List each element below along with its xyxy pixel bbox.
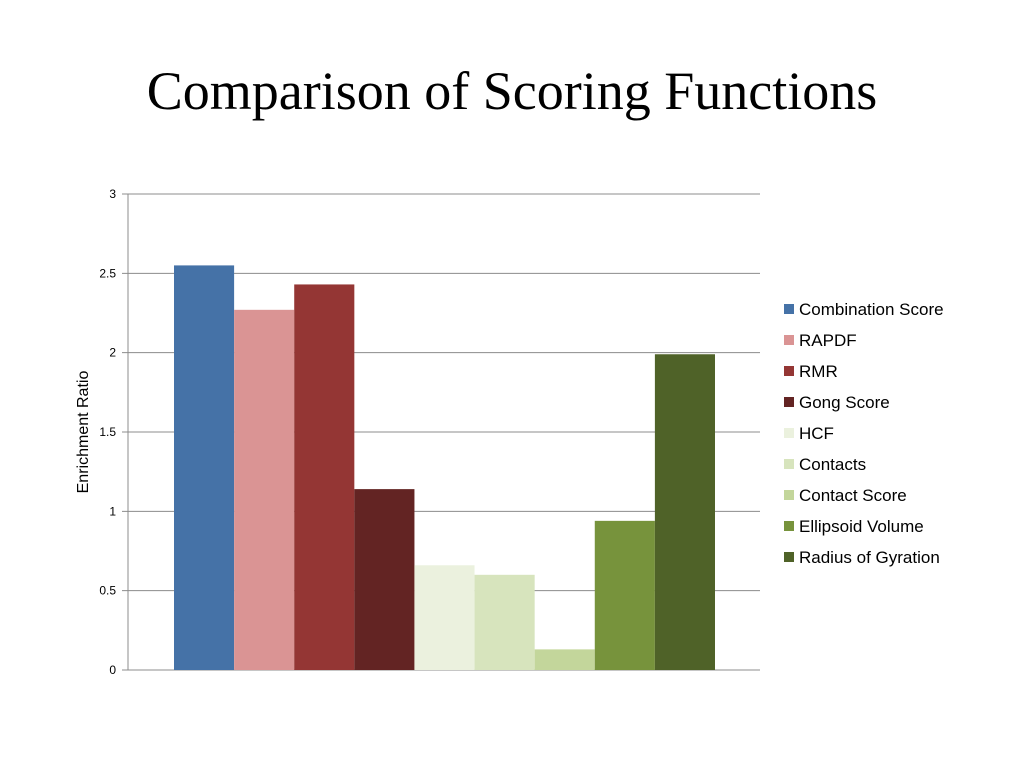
y-axis-label: Enrichment Ratio xyxy=(75,371,92,494)
bar-hcf xyxy=(414,565,475,670)
legend: Combination Score RAPDF RMR Gong Score HCF Co… xyxy=(784,300,944,567)
legend-swatch xyxy=(784,304,794,314)
legend-label: Ellipsoid Volume xyxy=(799,517,924,536)
bar-radius-of-gyration xyxy=(654,354,715,670)
legend-label: Gong Score xyxy=(799,393,890,412)
legend-label: HCF xyxy=(799,424,834,443)
bar-ellipsoid-volume xyxy=(594,520,655,670)
bar-contact-score xyxy=(534,649,595,670)
y-tick-label: 1 xyxy=(109,504,116,518)
y-tick-label: 2.5 xyxy=(99,266,116,280)
legend-swatch xyxy=(784,552,794,562)
bars xyxy=(174,265,715,670)
legend-swatch xyxy=(784,366,794,376)
y-tick-label: 0 xyxy=(109,663,116,677)
legend-swatch xyxy=(784,490,794,500)
y-tick-label: 1.5 xyxy=(99,425,116,439)
legend-swatch xyxy=(784,428,794,438)
y-tick-label: 3 xyxy=(109,187,116,201)
bar-rapdf xyxy=(234,309,295,670)
bar-rmr xyxy=(294,284,355,670)
legend-label: RAPDF xyxy=(799,331,857,350)
bar-gong-score xyxy=(354,489,415,670)
legend-label: Radius of Gyration xyxy=(799,548,940,567)
legend-swatch xyxy=(784,335,794,345)
y-tick-label: 0.5 xyxy=(99,584,116,598)
slide-title: Comparison of Scoring Functions xyxy=(146,61,878,121)
bar-combination-score xyxy=(174,265,235,670)
y-tick-label: 2 xyxy=(109,346,116,360)
legend-label: Contact Score xyxy=(799,486,907,505)
legend-label: Contacts xyxy=(799,455,866,474)
legend-swatch xyxy=(784,521,794,531)
legend-label: Combination Score xyxy=(799,300,944,319)
legend-label: RMR xyxy=(799,362,838,381)
legend-swatch xyxy=(784,459,794,469)
y-axis-ticks: 0 0.5 1 1.5 2 2.5 3 xyxy=(99,187,116,677)
legend-swatch xyxy=(784,397,794,407)
bar-contacts xyxy=(474,574,535,670)
